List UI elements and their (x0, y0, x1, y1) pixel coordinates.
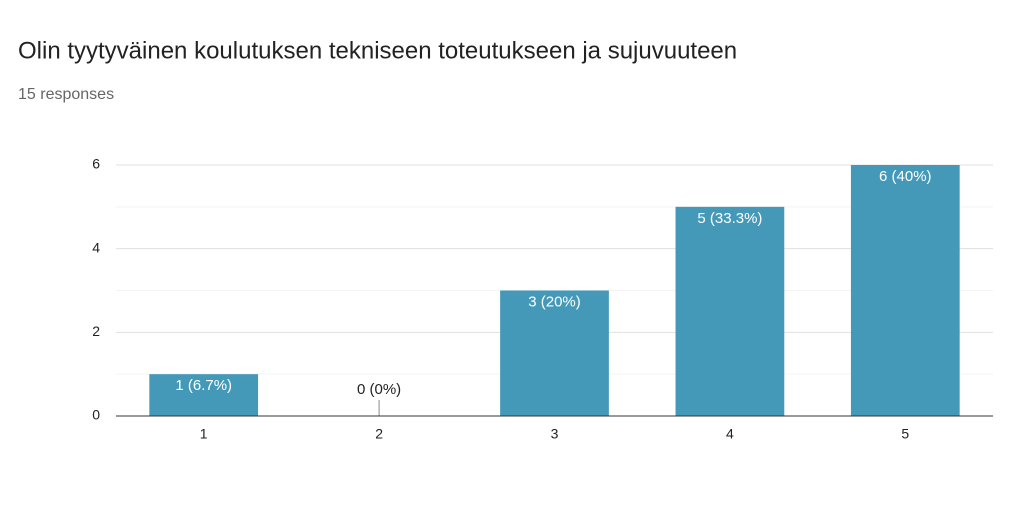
chart-subtitle: 15 responses (18, 86, 114, 103)
bar (675, 206, 785, 416)
x-tick-label: 3 (551, 426, 559, 442)
y-tick-label: 4 (92, 239, 100, 255)
x-tick-label: 1 (200, 426, 208, 442)
bar (850, 165, 960, 416)
y-tick-label: 6 (92, 156, 100, 172)
bar (149, 374, 259, 416)
value-label: 6 (40%) (879, 168, 932, 185)
x-tick-label: 2 (375, 426, 383, 442)
x-tick-label: 5 (901, 426, 909, 442)
value-label: 1 (6.7%) (175, 377, 232, 394)
value-label: 3 (20%) (528, 293, 581, 310)
chart-title: Olin tyytyväinen koulutuksen tekniseen t… (18, 37, 737, 64)
y-tick-label: 2 (92, 323, 100, 339)
value-label: 0 (0%) (357, 381, 401, 398)
y-tick-label: 0 (92, 407, 100, 423)
bar (500, 290, 609, 416)
x-tick-label: 4 (726, 426, 734, 442)
value-label: 5 (33.3%) (697, 210, 762, 227)
